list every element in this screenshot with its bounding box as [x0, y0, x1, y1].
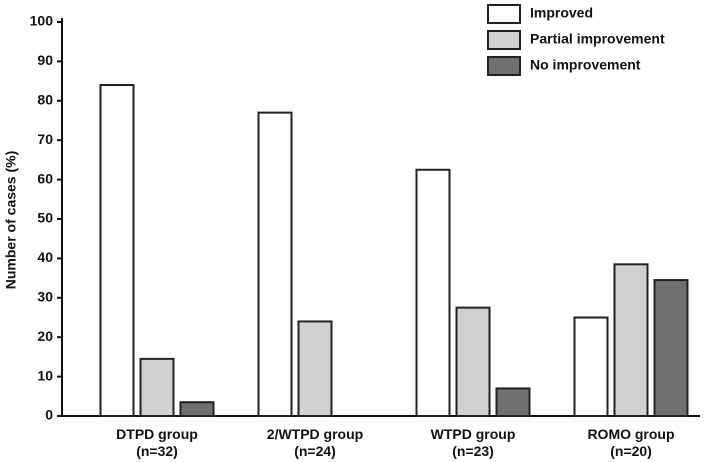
- legend-label: Partial improvement: [530, 31, 665, 47]
- x-tick-label: DTPD group (n=32): [116, 426, 198, 459]
- legend-swatch: [487, 4, 521, 24]
- x-tick-label: WTPD group (n=23): [430, 426, 516, 459]
- bar: [179, 401, 215, 417]
- x-tick-label: 2/WTPD group (n=24): [266, 426, 364, 459]
- y-tick-label: 20: [37, 328, 53, 344]
- legend-label: No improvement: [530, 57, 641, 73]
- legend-label: Improved: [530, 5, 593, 21]
- y-tick-label: 90: [37, 52, 53, 68]
- bar: [495, 387, 531, 418]
- y-tick-label: 80: [37, 92, 53, 108]
- x-tick-label: ROMO group (n=20): [587, 426, 675, 459]
- bar: [455, 306, 491, 417]
- y-axis-label: Number of cases (%): [3, 151, 19, 289]
- bar: [653, 279, 689, 417]
- legend-swatch: [487, 30, 521, 50]
- y-tick-label: 10: [37, 367, 53, 383]
- y-tick-label: 60: [37, 170, 53, 186]
- bar: [573, 316, 609, 417]
- bar: [415, 168, 451, 417]
- bar: [139, 357, 175, 417]
- legend-swatch: [487, 56, 521, 76]
- y-tick-label: 0: [45, 407, 53, 423]
- y-tick-label: 100: [30, 13, 54, 29]
- y-tick-label: 50: [37, 210, 53, 226]
- bar: [613, 263, 649, 417]
- y-tick-label: 40: [37, 249, 53, 265]
- bar: [297, 320, 333, 417]
- bar: [257, 111, 293, 418]
- bar: [99, 84, 135, 417]
- y-tick-label: 70: [37, 131, 53, 147]
- y-tick-label: 30: [37, 289, 53, 305]
